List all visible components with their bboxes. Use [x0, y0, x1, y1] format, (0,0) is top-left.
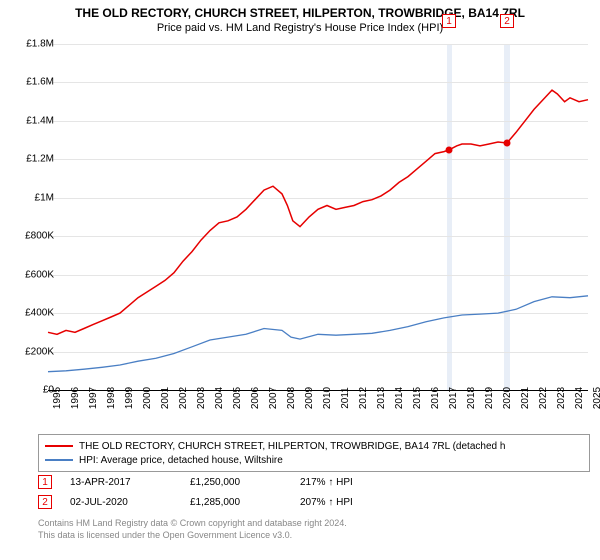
- x-axis-label: 2008: [286, 387, 297, 409]
- transaction-price: £1,250,000: [190, 477, 300, 488]
- series-line: [48, 90, 588, 334]
- series-line: [48, 296, 588, 372]
- x-axis-label: 2010: [322, 387, 333, 409]
- x-axis-label: 2020: [502, 387, 513, 409]
- transaction-row: 1 13-APR-2017£1,250,000217% ↑ HPI: [38, 472, 590, 492]
- y-axis-label: £1.6M: [14, 77, 54, 88]
- x-axis-label: 2022: [538, 387, 549, 409]
- x-axis-label: 2006: [250, 387, 261, 409]
- transaction-marker: 1: [38, 475, 52, 489]
- x-axis-label: 2025: [592, 387, 600, 409]
- transaction-pct: 207% ↑ HPI: [300, 497, 420, 508]
- transaction-date: 13-APR-2017: [70, 477, 190, 488]
- chart-container: THE OLD RECTORY, CHURCH STREET, HILPERTO…: [0, 0, 600, 560]
- x-axis-label: 2005: [232, 387, 243, 409]
- legend-label: HPI: Average price, detached house, Wilt…: [79, 455, 283, 466]
- x-axis-label: 2015: [412, 387, 423, 409]
- x-axis-label: 2023: [556, 387, 567, 409]
- y-axis-label: £400K: [14, 308, 54, 319]
- x-axis-label: 1997: [88, 387, 99, 409]
- legend-label: THE OLD RECTORY, CHURCH STREET, HILPERTO…: [79, 441, 505, 452]
- y-axis-label: £1.2M: [14, 154, 54, 165]
- y-axis-label: £1.8M: [14, 39, 54, 50]
- legend-item: THE OLD RECTORY, CHURCH STREET, HILPERTO…: [45, 439, 583, 453]
- y-axis-label: £600K: [14, 269, 54, 280]
- x-axis-label: 2013: [376, 387, 387, 409]
- line-chart-svg: [48, 44, 588, 390]
- y-axis-label: £200K: [14, 346, 54, 357]
- marker-dot: [446, 146, 453, 153]
- x-axis-label: 2000: [142, 387, 153, 409]
- y-axis-label: £800K: [14, 231, 54, 242]
- transaction-price: £1,285,000: [190, 497, 300, 508]
- transaction-marker: 2: [38, 495, 52, 509]
- x-axis-label: 2012: [358, 387, 369, 409]
- transaction-pct: 217% ↑ HPI: [300, 477, 420, 488]
- x-axis-label: 2018: [466, 387, 477, 409]
- x-axis-label: 2016: [430, 387, 441, 409]
- x-axis-label: 2011: [340, 387, 351, 409]
- marker-label: 2: [500, 14, 514, 28]
- legend-swatch: [45, 445, 73, 447]
- x-axis-label: 2001: [160, 387, 171, 409]
- x-axis-label: 2017: [448, 387, 459, 409]
- x-axis-label: 2014: [394, 387, 405, 409]
- footer-attribution: Contains HM Land Registry data © Crown c…: [38, 518, 347, 541]
- x-axis-label: 2009: [304, 387, 315, 409]
- legend-swatch: [45, 459, 73, 461]
- transaction-row: 2 02-JUL-2020£1,285,000207% ↑ HPI: [38, 492, 590, 512]
- y-axis-label: £1M: [14, 192, 54, 203]
- x-axis-label: 2019: [484, 387, 495, 409]
- x-axis-label: 1999: [124, 387, 135, 409]
- transaction-date: 02-JUL-2020: [70, 497, 190, 508]
- footer-line-2: This data is licensed under the Open Gov…: [38, 530, 347, 542]
- chart-plot-area: 12: [48, 44, 588, 390]
- legend-box: THE OLD RECTORY, CHURCH STREET, HILPERTO…: [38, 434, 590, 472]
- x-axis-label: 2002: [178, 387, 189, 409]
- legend-item: HPI: Average price, detached house, Wilt…: [45, 453, 583, 467]
- x-axis-labels: 1995199619971998199920002001200220032004…: [48, 394, 588, 434]
- x-axis-label: 1996: [70, 387, 81, 409]
- marker-label: 1: [442, 14, 456, 28]
- x-axis-label: 2021: [520, 387, 531, 409]
- x-axis-label: 1998: [106, 387, 117, 409]
- footer-line-1: Contains HM Land Registry data © Crown c…: [38, 518, 347, 530]
- x-axis-label: 2024: [574, 387, 585, 409]
- transaction-table: 1 13-APR-2017£1,250,000217% ↑ HPI 2 02-JUL-…: [38, 472, 590, 512]
- x-axis-label: 1995: [52, 387, 63, 409]
- x-axis-label: 2007: [268, 387, 279, 409]
- x-axis-label: 2004: [214, 387, 225, 409]
- marker-dot: [504, 139, 511, 146]
- y-axis-label: £1.4M: [14, 115, 54, 126]
- x-axis-label: 2003: [196, 387, 207, 409]
